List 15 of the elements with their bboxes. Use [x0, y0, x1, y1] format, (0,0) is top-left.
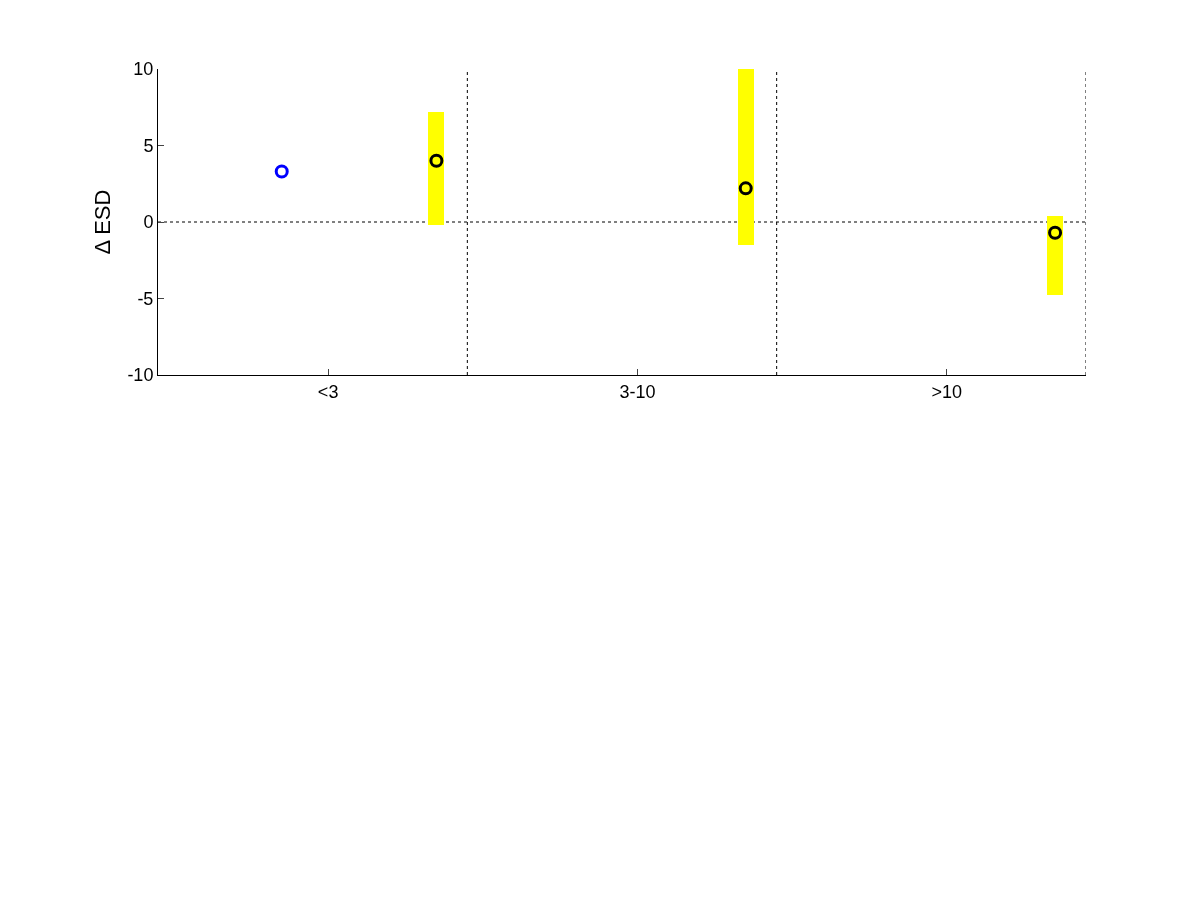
y-axis-title: Δ ESD: [90, 189, 116, 255]
bar: [738, 69, 754, 245]
x-tick-label: >10: [931, 381, 963, 402]
bar: [1047, 216, 1063, 295]
point: [429, 153, 444, 168]
point: [1048, 225, 1063, 240]
bar: [428, 112, 444, 225]
y-tick-label: 0: [143, 212, 154, 233]
y-tick-label: 10: [133, 59, 154, 80]
x-tick-label: 3-10: [619, 381, 656, 402]
y-tick-label: 5: [143, 135, 154, 156]
y-tick-label: -5: [137, 288, 154, 309]
point: [738, 181, 753, 196]
x-tick-label: <3: [317, 381, 339, 402]
y-tick-label: -10: [127, 365, 154, 386]
